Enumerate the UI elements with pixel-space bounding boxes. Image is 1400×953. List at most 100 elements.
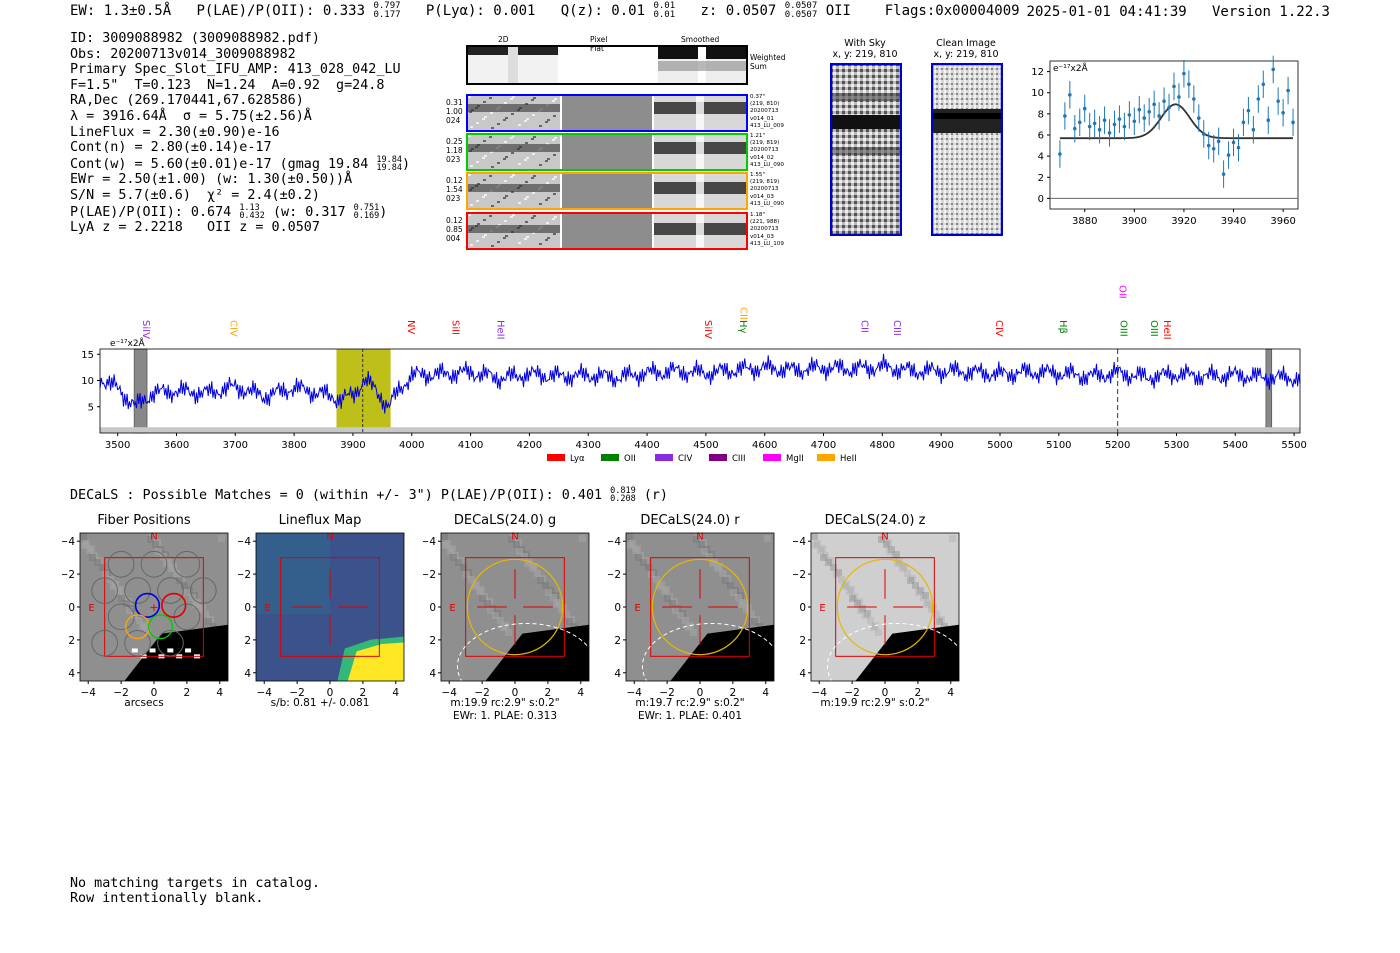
header-plae: P(LAE)/P(OII): 0.333 [196, 3, 366, 19]
spec2d-noise [524, 159, 527, 161]
spec2d-noise [518, 124, 521, 126]
spec-xtick-label: 5500 [1281, 440, 1306, 451]
zoom-data-point [1157, 114, 1161, 118]
zoom-data-point [1276, 99, 1280, 103]
cutout-noise [904, 570, 911, 577]
zoom-ytick-label: 4 [1038, 152, 1044, 163]
fiber-info-i5: 413_LU_009 [750, 122, 784, 129]
spec2d-noise [533, 136, 536, 138]
zoom-data-point [1231, 140, 1236, 145]
zoom-gaussian-fit [1059, 103, 1293, 140]
info-plae2-w-lo: 0.169 [353, 210, 380, 221]
zoom-data-point [1246, 108, 1251, 113]
spec2d-noise [489, 215, 492, 217]
cutout-noise [851, 593, 858, 600]
cutout-noise [192, 601, 199, 608]
cutout-noise [80, 533, 87, 540]
cutout-noise [835, 569, 842, 576]
cutout-ytick-label: −2 [423, 569, 436, 581]
with-sky-image [830, 63, 902, 236]
aperture-box [835, 557, 935, 657]
cutout-noise [442, 542, 449, 549]
cutout-noise [933, 611, 940, 618]
spec-ytick-label: 10 [81, 376, 94, 387]
cutout-noise [126, 607, 133, 614]
cutout-noise [825, 559, 832, 566]
cutout-title-1: Fiber Positions [97, 513, 191, 528]
spec2d-noise [525, 181, 528, 183]
spec2d-noise [547, 158, 550, 160]
line-label: CIV [228, 320, 239, 337]
header-z-lo: 0.0507 [784, 10, 818, 20]
zoom-ytick-label: 0 [1038, 194, 1044, 205]
star-ellipse [641, 622, 778, 706]
cutout-caption2-4: EWr: 1. PLAE: 0.401 [637, 710, 743, 722]
cutout-noise [811, 533, 818, 540]
line-label: SiII [449, 320, 460, 335]
spec2d-noise [491, 205, 494, 207]
header-version: Version 1.22.3 [1211, 4, 1330, 20]
spec2d-noise [484, 116, 487, 118]
cutout-xtick-label: 4 [392, 687, 399, 699]
cutout-ytick-label: 0 [614, 602, 621, 614]
cutout-noise [893, 551, 900, 558]
fiber-num-n3: 023 [446, 155, 461, 164]
cutout-noise [497, 617, 504, 624]
aperture-box [650, 557, 750, 657]
spec2d-noise [512, 214, 515, 216]
cutout-noise [632, 547, 639, 554]
zoom-data-point [1097, 127, 1102, 132]
catalog-ellipse [466, 558, 564, 656]
header-ew: EW: 1.3±0.5Å [70, 3, 172, 19]
pixelflat-cell [562, 96, 652, 130]
legend-label: CIII [732, 454, 745, 463]
legend-label: MgII [786, 454, 804, 463]
spec2d-noise [483, 140, 486, 142]
zoom-data-point [1251, 127, 1256, 132]
spec-xtick-label: 4600 [752, 440, 777, 451]
star-ellipse [456, 622, 593, 706]
spec2d-trace [468, 104, 560, 112]
info-contn: Cont(n) = 2.80(±0.14)e-17 [70, 140, 272, 156]
fiber-info-i1: 0.37" [750, 94, 766, 100]
cutout-noise [878, 536, 885, 543]
zoom-ytick-label: 6 [1038, 131, 1044, 142]
spec-xtick-label: 3800 [281, 440, 306, 451]
bright-star-region [124, 624, 228, 681]
header-z-line: OII [825, 3, 851, 19]
spec2d-noise [470, 204, 473, 206]
zoom-data-point [1127, 113, 1132, 117]
spec-xtick-label: 4400 [634, 440, 659, 451]
zoom-data-point [1152, 102, 1156, 107]
cutout-noise [640, 559, 647, 566]
zoom-data-point [1286, 88, 1290, 93]
fiber-row-info: 0.37" (219, 810) 20200713 v014_01 413_LU_009 [750, 94, 784, 130]
zoom-data-point [1211, 146, 1216, 151]
spec2d-noise [531, 217, 534, 219]
cutout-noise [627, 542, 634, 549]
spec2d-noise [484, 155, 487, 157]
info-plae2-w-hi: 0.751 [353, 202, 380, 213]
spec2d-noise [525, 221, 528, 223]
fiber-info-i3: 20200713 [750, 226, 779, 233]
zoom-data-point [1221, 172, 1226, 176]
spec2d-noise [482, 157, 485, 159]
cutout-noise [537, 577, 544, 584]
spec-unit-label: e⁻¹⁷x2Å [110, 337, 146, 349]
east-label: E [449, 603, 455, 614]
zoom-data-point [1167, 105, 1171, 110]
cutout-xtick-label: 4 [216, 687, 223, 699]
spec2d-noise [511, 152, 514, 154]
zoom-data-point [1236, 145, 1241, 150]
spec2d-noise [504, 180, 507, 182]
fiber-num-n2: 1.18 [446, 146, 463, 155]
cutout-noise [450, 554, 457, 561]
spec2d-noise [483, 101, 486, 103]
fiber-info-i2: (219, 819) [750, 179, 780, 186]
header-plae-lo: 0.177 [373, 10, 401, 20]
cutout-noise [867, 617, 874, 624]
smoothed-gap [696, 214, 704, 248]
decals-summary-hi: 0.819 [610, 486, 636, 496]
cutout-caption-5: m:19.9 rc:2.9" s:0.2" [820, 697, 930, 709]
weighted-sum-label: Weighted Sum [750, 53, 786, 71]
